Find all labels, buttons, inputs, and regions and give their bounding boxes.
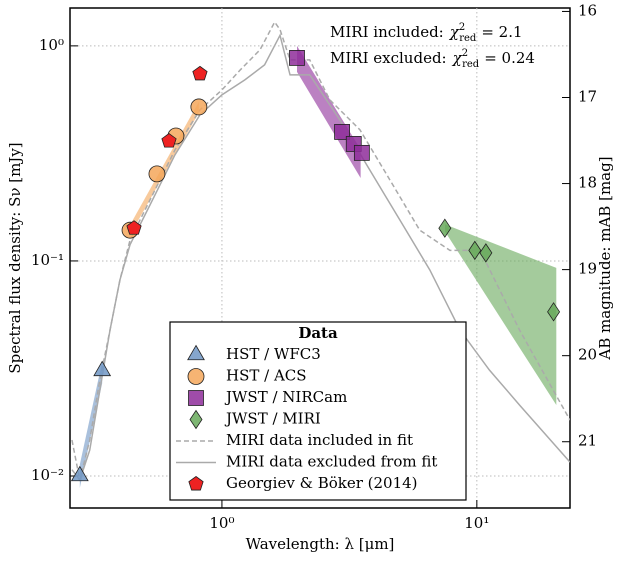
y-tick-label: 10⁻²	[31, 466, 64, 484]
y2-tick-label: 19	[578, 260, 597, 278]
legend-label: HST / WFC3	[226, 345, 321, 363]
x-tick-label: 10¹	[464, 514, 489, 532]
annotation: MIRI included: χ2 red = 2.1	[330, 22, 523, 44]
annotation-part: MIRI excluded:	[330, 49, 447, 67]
marker	[188, 476, 204, 491]
error-band	[130, 101, 199, 236]
legend-box	[169, 321, 467, 501]
annotation: MIRI excluded: χ2 red = 0.24	[330, 48, 535, 70]
marker	[334, 124, 350, 140]
legend-label: JWST / MIRI	[224, 410, 321, 428]
marker	[161, 133, 177, 148]
legend-label: Georgiev & Böker (2014)	[226, 474, 418, 492]
plot-frame	[69, 7, 571, 509]
marker	[188, 390, 204, 406]
marker	[438, 218, 452, 238]
y-tick-label: 10⁻¹	[31, 251, 64, 269]
annotation-part: χ	[452, 49, 463, 67]
annotation-part: χ	[449, 23, 460, 41]
y2-tick-label: 18	[578, 174, 597, 192]
annotation-part: 2	[462, 48, 468, 59]
error-band	[444, 224, 557, 405]
annotation-part: red	[462, 59, 480, 70]
annotation-part: MIRI included:	[330, 23, 444, 41]
legend-title: Data	[298, 324, 338, 342]
legend-label: MIRI data included in fit	[226, 431, 413, 449]
y2-tick-label: 20	[578, 346, 597, 364]
x-axis-label: Wavelength: λ [μm]	[246, 535, 395, 553]
y2-tick-label: 21	[578, 432, 597, 450]
marker	[70, 465, 89, 482]
annotation-part: red	[459, 33, 477, 44]
legend-label: JWST / NIRCam	[224, 388, 347, 406]
marker	[126, 220, 142, 235]
legend: Data HST / WFC3 HST / ACS JWST / NIRCam JWST…	[169, 321, 467, 501]
marker	[192, 65, 208, 81]
annotation-part: = 2.1	[481, 23, 522, 41]
marker	[547, 302, 561, 322]
marker	[187, 344, 205, 361]
marker	[289, 50, 305, 66]
marker	[189, 409, 203, 430]
legend-label: MIRI data excluded from fit	[226, 453, 437, 471]
y2-axis-label: AB magnitude: mAB [mag]	[596, 156, 614, 360]
plot-area	[70, 20, 570, 488]
marker	[468, 240, 482, 261]
y2-tick-label: 17	[578, 88, 597, 106]
marker	[479, 243, 493, 263]
marker	[187, 368, 205, 385]
y2-tick-label: 16	[578, 1, 597, 19]
marker	[190, 98, 208, 116]
x-tick-label: 10⁰	[209, 514, 234, 532]
model-line	[71, 33, 570, 482]
annotation-part: 2	[459, 22, 465, 33]
y-axis-label: Spectral flux density: Sν [mJy]	[6, 142, 24, 373]
y-tick-label: 10⁰	[39, 36, 64, 54]
marker	[148, 165, 166, 183]
marker	[93, 360, 112, 377]
legend-label: HST / ACS	[226, 367, 307, 385]
annotation-part: = 0.24	[484, 49, 535, 67]
marker	[353, 144, 370, 161]
